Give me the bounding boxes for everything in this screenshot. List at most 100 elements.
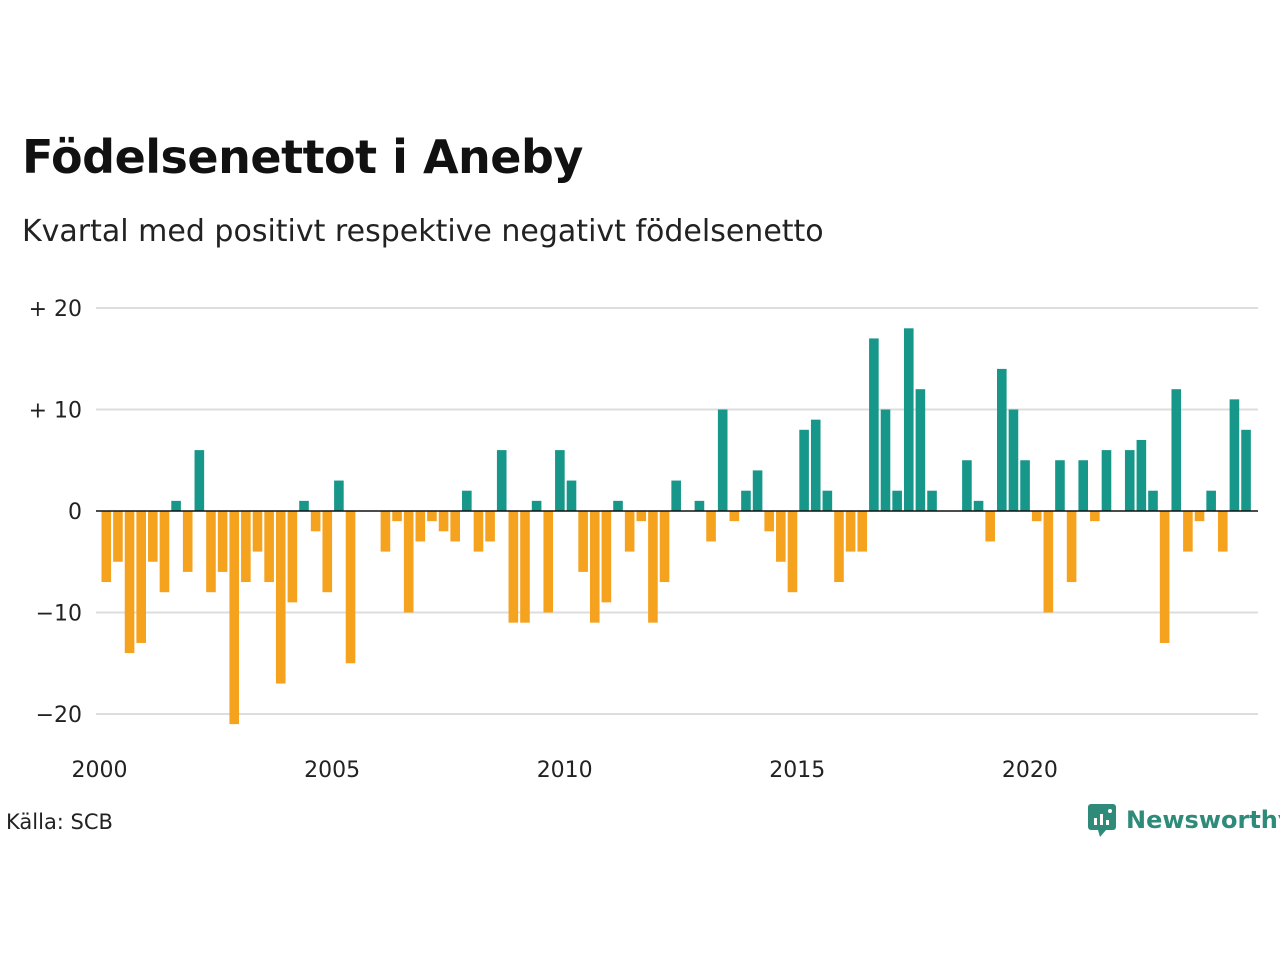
bar <box>962 460 972 511</box>
brand-logo: Newsworthy <box>1086 802 1280 838</box>
bar <box>764 511 775 532</box>
bar <box>334 480 344 511</box>
bar <box>555 450 565 511</box>
y-tick-label: + 20 <box>29 297 82 322</box>
bar <box>799 429 809 511</box>
bar <box>508 511 519 623</box>
bar <box>717 409 728 511</box>
x-tick-label: 2000 <box>72 758 128 783</box>
bar <box>148 511 158 562</box>
x-tick-labels: 2000 2005 2010 2015 2020 <box>72 758 1058 783</box>
bar <box>275 511 286 684</box>
bar <box>1020 460 1030 511</box>
bar <box>543 511 554 613</box>
bar <box>729 511 740 522</box>
bar <box>880 409 891 511</box>
bar <box>1031 511 1042 522</box>
bar <box>473 511 484 552</box>
y-tick-label: −20 <box>36 703 82 728</box>
bar <box>206 511 216 593</box>
bar <box>741 490 751 511</box>
bar <box>485 511 495 542</box>
bar <box>706 511 716 542</box>
bar <box>1008 409 1019 511</box>
bar <box>1229 399 1240 511</box>
bar <box>287 511 298 603</box>
newsworthy-logo-icon <box>1088 804 1116 837</box>
bar <box>182 511 193 572</box>
bar <box>1066 511 1077 583</box>
bar <box>322 511 333 593</box>
bar <box>159 511 170 593</box>
bar <box>566 480 577 511</box>
bar <box>810 419 821 511</box>
bar <box>1241 429 1251 511</box>
bar <box>217 511 228 572</box>
bar <box>136 511 146 643</box>
bar <box>241 511 251 583</box>
bar <box>694 500 705 511</box>
bar <box>520 511 530 623</box>
y-tick-labels: + 20 + 10 0 −10 −20 <box>29 297 82 728</box>
bar <box>124 511 135 654</box>
x-tick-label: 2010 <box>537 758 593 783</box>
bar <box>462 490 472 511</box>
bar <box>1194 511 1205 522</box>
bar <box>101 511 112 583</box>
bar <box>194 450 205 511</box>
bar <box>659 511 670 583</box>
bar <box>927 490 937 511</box>
bar <box>1101 450 1112 511</box>
bar <box>776 511 786 562</box>
bar <box>869 338 879 511</box>
chart-title: Födelsenettot i Aneby <box>22 130 583 184</box>
bar <box>264 511 274 583</box>
x-tick-label: 2005 <box>304 758 360 783</box>
bar <box>496 450 507 511</box>
bar <box>1206 490 1216 511</box>
bar <box>450 511 460 542</box>
bar <box>438 511 449 532</box>
bar <box>787 511 798 593</box>
bar <box>1159 511 1170 643</box>
x-tick-label: 2015 <box>769 758 825 783</box>
bar <box>1136 439 1147 511</box>
bar <box>903 328 914 511</box>
grid-lines <box>96 307 1258 715</box>
bar <box>1055 460 1065 511</box>
bar <box>997 368 1007 511</box>
bar <box>1183 511 1193 552</box>
bar <box>985 511 995 542</box>
bar <box>915 389 926 511</box>
bar <box>671 480 681 511</box>
bars <box>101 328 1251 725</box>
bar-chart: + 20 + 10 0 −10 −20 2000 2005 2010 2015 2020 <box>29 297 1258 783</box>
bar <box>1043 511 1054 613</box>
bar <box>229 511 240 725</box>
bar <box>252 511 263 552</box>
bar <box>834 511 844 583</box>
brand-name: Newsworthy <box>1126 806 1280 834</box>
bar <box>845 511 856 552</box>
bar <box>648 511 658 623</box>
bar <box>822 490 833 511</box>
y-tick-label: 0 <box>68 500 82 525</box>
bar <box>578 511 588 572</box>
bar <box>171 500 181 511</box>
bar <box>380 511 391 552</box>
bar <box>1217 511 1228 552</box>
bar <box>752 470 763 511</box>
bar <box>427 511 437 522</box>
bar <box>310 511 321 532</box>
bar <box>1078 460 1089 511</box>
bar <box>1124 450 1135 511</box>
y-tick-label: + 10 <box>29 399 82 424</box>
bar <box>601 511 612 603</box>
bar <box>531 500 542 511</box>
bar <box>299 500 309 511</box>
bar <box>403 511 414 613</box>
bar <box>624 511 635 552</box>
bar <box>1171 389 1182 511</box>
bar <box>589 511 600 623</box>
bar <box>613 500 623 511</box>
